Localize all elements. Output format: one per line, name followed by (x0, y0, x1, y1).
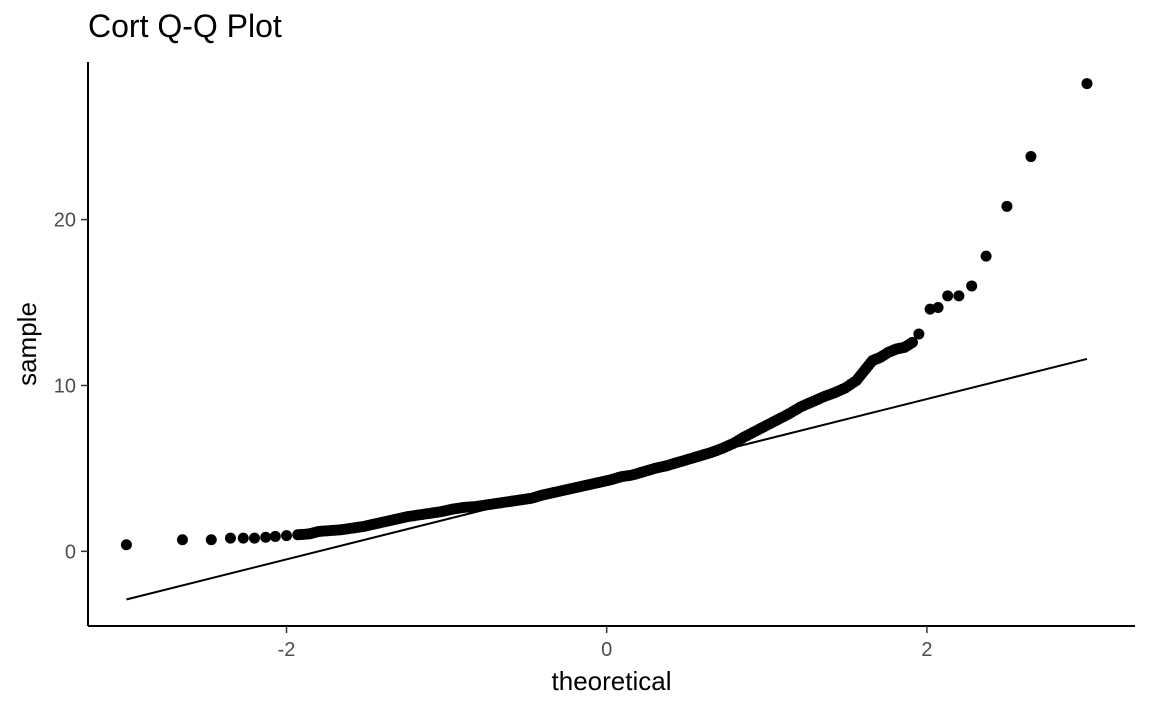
qq-point (237, 532, 249, 544)
x-tick-label: 2 (921, 639, 932, 661)
qq-point (269, 530, 281, 542)
qq-point (260, 531, 272, 543)
qq-point (980, 250, 992, 262)
y-axis-ticks: 0 10 20 (54, 210, 88, 563)
x-axis-ticks: -2 0 2 (278, 626, 932, 661)
qq-point (1081, 78, 1093, 90)
qq-point (932, 302, 944, 314)
y-axis-title: sample (12, 302, 42, 386)
qq-point (281, 530, 293, 542)
qq-point (120, 539, 132, 551)
qq-point (176, 534, 188, 546)
qq-point (248, 532, 260, 544)
y-tick-label: 20 (54, 210, 76, 232)
qq-point (942, 290, 954, 302)
qq-point (906, 336, 918, 348)
x-tick-label: -2 (278, 639, 296, 661)
qq-point (953, 290, 965, 302)
qq-point (1001, 200, 1013, 212)
qq-point (205, 534, 217, 546)
y-tick-label: 10 (54, 375, 76, 397)
qq-point (1025, 151, 1037, 163)
qq-point (224, 532, 236, 544)
chart-title: Cort Q-Q Plot (88, 8, 282, 44)
qq-point (966, 280, 978, 292)
points-layer (120, 78, 1093, 551)
y-tick-label: 0 (65, 541, 76, 563)
qq-point (913, 328, 925, 340)
x-tick-label: 0 (601, 639, 612, 661)
x-axis-title: theoretical (552, 666, 672, 696)
